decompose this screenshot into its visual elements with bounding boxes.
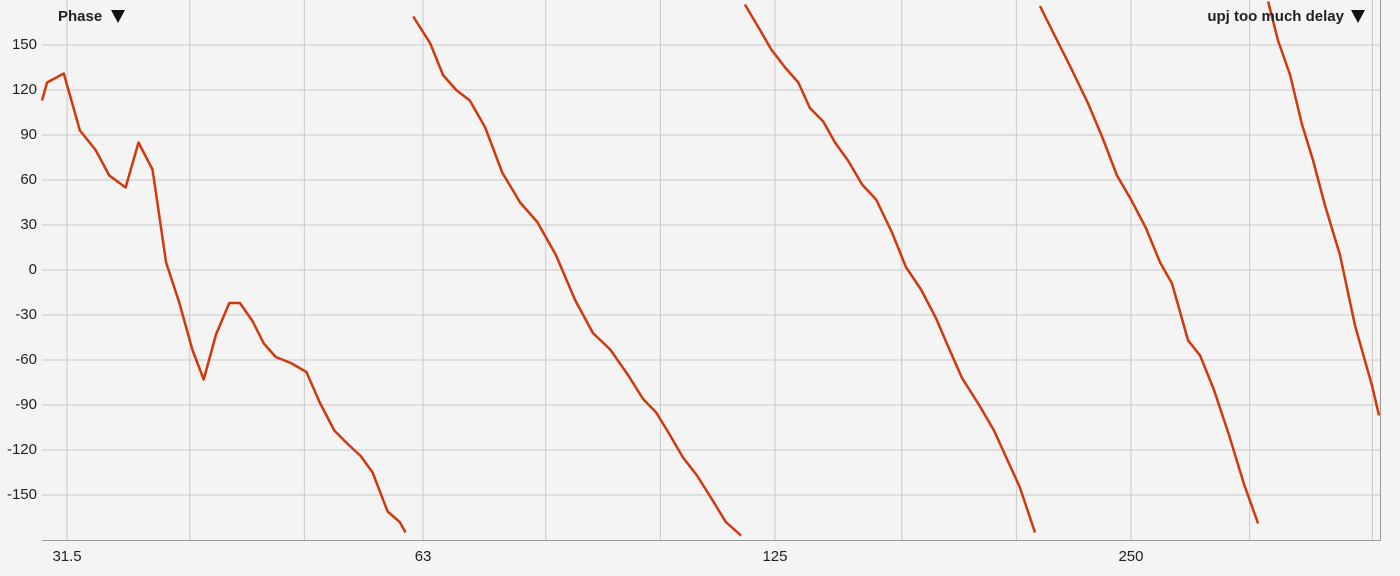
- y-tick-label: -150: [7, 486, 37, 503]
- y-tick-label: -30: [15, 306, 37, 323]
- y-tick-label: 60: [20, 171, 37, 188]
- grid: [42, 0, 1380, 540]
- x-tick-label: 31.5: [52, 548, 81, 565]
- y-tick-label: 150: [12, 36, 37, 53]
- series-dropdown[interactable]: upj too much delay: [1207, 8, 1365, 25]
- plot: [40, 1, 1381, 537]
- title-dropdown[interactable]: Phase: [58, 8, 125, 25]
- x-tick-label: 250: [1118, 548, 1143, 565]
- line: [40, 1, 1381, 537]
- x-tick-label: 125: [762, 548, 787, 565]
- y-tick-label: 90: [20, 126, 37, 143]
- y-tick-label: 30: [20, 216, 37, 233]
- y-tick-label: 120: [12, 81, 37, 98]
- y-tick-label: -90: [15, 396, 37, 413]
- y-tick-label: -60: [15, 351, 37, 368]
- y-tick-label: -120: [7, 441, 37, 458]
- dropdown-arrow[interactable]: [1351, 10, 1365, 23]
- legend-label[interactable]: upj too much delay: [1207, 8, 1344, 25]
- y-tick-label: 0: [29, 261, 37, 278]
- chart-title[interactable]: Phase: [58, 8, 102, 25]
- x-tick-label: 63: [415, 548, 432, 565]
- dropdown-arrow[interactable]: [111, 10, 125, 23]
